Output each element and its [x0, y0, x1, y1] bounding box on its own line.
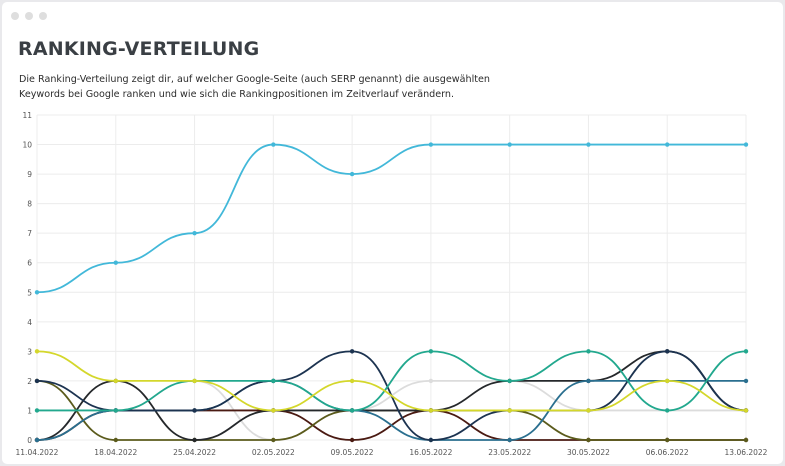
series-yellow-point: [192, 378, 197, 384]
series-light-gray-point: [428, 378, 434, 384]
y-tick-label: 8: [27, 200, 32, 209]
series-light-blue-point: [428, 142, 434, 147]
y-tick-label: 5: [27, 288, 32, 297]
series-olive-point: [113, 437, 118, 443]
maximize-button[interactable]: [39, 12, 47, 20]
series-yellow-point: [665, 378, 670, 384]
y-tick-label: 9: [27, 170, 32, 179]
close-button[interactable]: [11, 12, 19, 20]
series-olive-point: [665, 437, 670, 443]
y-tick-label: 6: [27, 259, 32, 268]
series-petrol-point: [507, 437, 512, 443]
x-tick-label: 16.05.2022: [409, 448, 452, 457]
x-tick-label: 30.05.2022: [567, 448, 610, 457]
series-navy-point: [34, 378, 40, 384]
series-light-blue-point: [192, 230, 197, 236]
series-navy-point: [349, 349, 355, 354]
series-navy-line: [36, 350, 747, 441]
series-dark-red-point: [349, 437, 355, 443]
series-navy-point: [428, 437, 434, 443]
series-teal-point: [428, 349, 434, 354]
series-light-blue-point: [743, 142, 749, 147]
series-olive-point: [586, 437, 591, 443]
series-navy-point: [192, 408, 197, 413]
series-olive-point: [743, 437, 749, 443]
series-yellow-point: [507, 408, 512, 413]
x-tick-label: 23.05.2022: [488, 448, 531, 457]
series-yellow-line: [36, 350, 747, 412]
series-navy-point: [665, 349, 670, 354]
series-yellow-point: [113, 378, 118, 384]
series-light-blue-line: [36, 143, 746, 294]
series-teal-point: [665, 408, 670, 413]
y-tick-label: 3: [27, 347, 32, 356]
y-tick-label: 11: [22, 111, 32, 120]
series-teal-point: [34, 408, 40, 413]
series-olive-point: [271, 437, 276, 443]
series-light-blue-point: [34, 290, 40, 295]
series-teal-line: [36, 350, 747, 412]
series-teal-point: [113, 408, 118, 413]
x-tick-label: 06.06.2022: [646, 448, 689, 457]
series-yellow-point: [586, 408, 591, 413]
page-title: RANKING-VERTEILUNG: [18, 38, 260, 60]
y-tick-label: 2: [27, 377, 32, 386]
series-teal-point: [586, 349, 591, 354]
x-tick-label: 09.05.2022: [331, 448, 374, 457]
series-light-blue-point: [507, 142, 512, 147]
series-yellow-point: [428, 408, 434, 413]
y-tick-label: 10: [22, 141, 32, 150]
y-tick-label: 4: [27, 318, 32, 327]
series-teal-point: [743, 349, 749, 354]
series-black-point: [192, 437, 197, 443]
series-petrol-point: [743, 378, 749, 384]
series-yellow-point: [743, 408, 749, 413]
y-tick-label: 7: [27, 229, 32, 238]
minimize-button[interactable]: [25, 12, 33, 20]
x-tick-label: 25.04.2022: [173, 448, 216, 457]
series-yellow-point: [271, 408, 276, 413]
series-teal-point: [349, 408, 355, 413]
series-yellow-point: [349, 378, 355, 384]
page-description: Die Ranking-Verteilung zeigt dir, auf we…: [19, 74, 490, 100]
series-light-blue-point: [271, 142, 276, 147]
window-controls: [11, 12, 47, 20]
series-yellow-point: [34, 349, 40, 354]
series-teal-point: [507, 378, 512, 384]
series-teal-point: [271, 378, 276, 384]
series-light-blue-point: [113, 260, 118, 265]
x-tick-label: 13.06.2022: [725, 448, 768, 457]
x-tick-label: 11.04.2022: [16, 448, 59, 457]
series-petrol-point: [34, 437, 40, 443]
series-petrol-point: [586, 378, 591, 384]
series-black-line: [36, 350, 747, 441]
series-light-blue-point: [349, 171, 355, 177]
y-tick-label: 0: [27, 436, 32, 445]
x-tick-label: 18.04.2022: [94, 448, 137, 457]
series-light-blue-point: [665, 142, 670, 147]
y-tick-label: 1: [27, 406, 32, 415]
series-light-blue-point: [586, 142, 591, 147]
x-tick-label: 02.05.2022: [252, 448, 295, 457]
